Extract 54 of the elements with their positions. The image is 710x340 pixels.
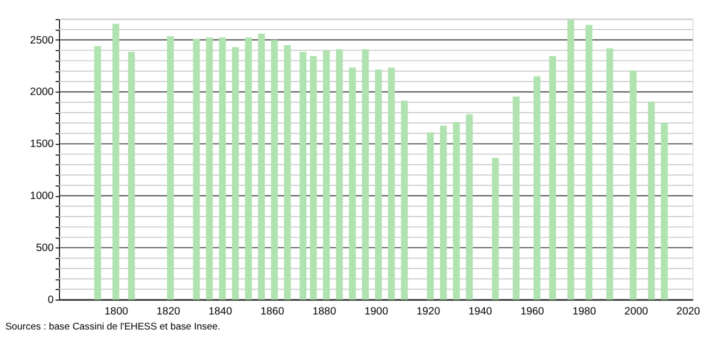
bar <box>232 47 239 300</box>
bar <box>322 50 330 300</box>
bar <box>192 38 200 300</box>
bar <box>112 24 120 300</box>
bar <box>300 52 306 300</box>
x-tick-label: 1800 <box>104 306 128 318</box>
bar <box>310 56 317 300</box>
x-tick-label: 1980 <box>572 306 596 318</box>
x-tick-label: 1860 <box>260 306 284 318</box>
bar <box>549 56 556 300</box>
bar <box>388 67 395 300</box>
bar <box>466 114 473 300</box>
bar <box>630 70 637 300</box>
bar <box>270 40 278 300</box>
bar <box>440 126 447 300</box>
y-tick-label: 1500 <box>30 138 54 150</box>
bar <box>166 36 174 300</box>
bar <box>348 67 356 300</box>
x-tick-label: 1920 <box>416 306 440 318</box>
bar <box>400 100 408 300</box>
bar <box>492 158 499 300</box>
bar <box>362 49 369 300</box>
y-tick-label: 1000 <box>30 190 54 202</box>
x-tick-label: 1960 <box>520 306 544 318</box>
bar <box>534 76 540 300</box>
x-tick-label: 2020 <box>676 306 700 318</box>
bar <box>426 132 434 300</box>
x-tick-label: 1880 <box>312 306 336 318</box>
bar <box>660 123 668 300</box>
bar <box>218 37 226 300</box>
bar <box>374 70 382 300</box>
y-tick-label: 2500 <box>30 34 54 46</box>
x-tick-label: 2000 <box>624 306 648 318</box>
bar <box>512 96 520 300</box>
bar <box>606 48 614 300</box>
source-note: Sources : base Cassini de l'EHESS et base Insee. <box>5 322 220 333</box>
x-tick-label: 1940 <box>468 306 492 318</box>
bar <box>206 37 213 300</box>
bar <box>648 102 655 300</box>
bar <box>244 37 252 300</box>
y-tick-label: 500 <box>36 242 54 254</box>
bar <box>258 34 265 300</box>
bar <box>284 45 291 300</box>
bar <box>586 24 592 300</box>
bar <box>128 52 135 300</box>
bar <box>94 46 102 300</box>
y-tick-label: 2000 <box>30 86 54 98</box>
bar <box>567 20 574 300</box>
x-tick-label: 1820 <box>156 306 180 318</box>
x-tick-label: 1840 <box>208 306 232 318</box>
bar <box>452 122 460 300</box>
bar <box>336 49 343 300</box>
y-tick-label: 0 <box>48 294 54 306</box>
x-tick-label: 1900 <box>364 306 388 318</box>
